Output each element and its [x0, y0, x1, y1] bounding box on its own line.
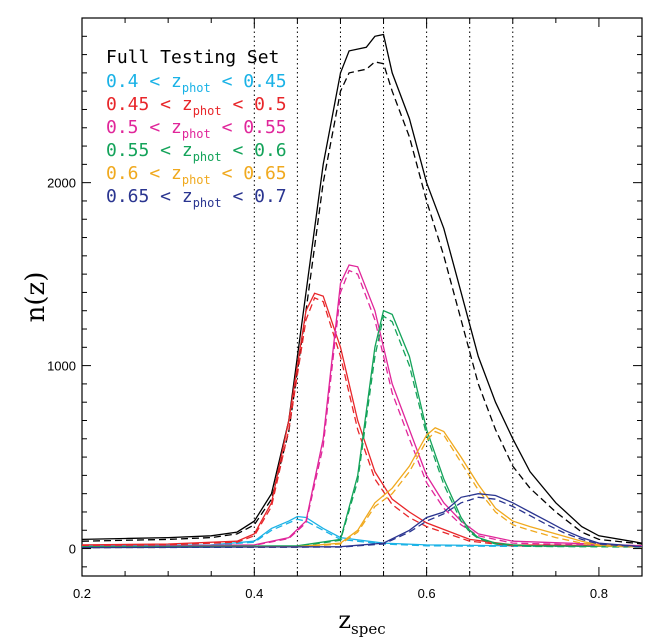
series-line-solid [81, 292, 643, 547]
y-tick-label: 0 [69, 542, 76, 557]
legend: Full Testing Set 0.4 < zphot < 0.450.45 … [106, 47, 287, 210]
series-layer [81, 33, 643, 549]
series-line-dashed [81, 496, 643, 549]
series-line-solid [81, 515, 642, 547]
series-line-dashed [81, 61, 643, 545]
x-tick-label: 0.4 [245, 586, 263, 601]
series-line-solid [81, 33, 643, 544]
x-axis-title-sub: spec [351, 620, 386, 638]
legend-entry: 0.45 < zphot < 0.5 [106, 94, 287, 118]
series-line-dashed [81, 430, 643, 549]
series-line-solid [81, 309, 643, 548]
legend-entry: 0.55 < zphot < 0.6 [106, 140, 287, 164]
series-line-dashed [81, 269, 643, 548]
y-tick-label: 1000 [47, 359, 76, 374]
y-axis-title: n(z) [21, 272, 51, 323]
legend-entry: 0.4 < zphot < 0.45 [106, 71, 287, 95]
ticks-layer: 0.2 0.4 0.6 0.8 0 1000 2000 [47, 18, 642, 601]
legend-entry: 0.5 < zphot < 0.55 [106, 117, 287, 141]
x-tick-label: 0.6 [418, 586, 436, 601]
y-tick-label: 2000 [47, 176, 76, 191]
legend-entry: 0.65 < zphot < 0.7 [106, 186, 287, 210]
x-axis-title-main: z [338, 606, 351, 634]
series-line-dashed [81, 297, 643, 548]
series-line-solid [81, 493, 643, 549]
x-tick-label: 0.2 [73, 586, 91, 601]
legend-entry: 0.6 < zphot < 0.65 [106, 163, 287, 187]
series-line-dashed [81, 518, 642, 548]
plot-frame [81, 17, 643, 577]
legend-title: Full Testing Set [106, 47, 279, 68]
x-axis-title: zspec [338, 606, 385, 638]
x-tick-label: 0.8 [590, 586, 608, 601]
series-line-solid [81, 427, 643, 549]
